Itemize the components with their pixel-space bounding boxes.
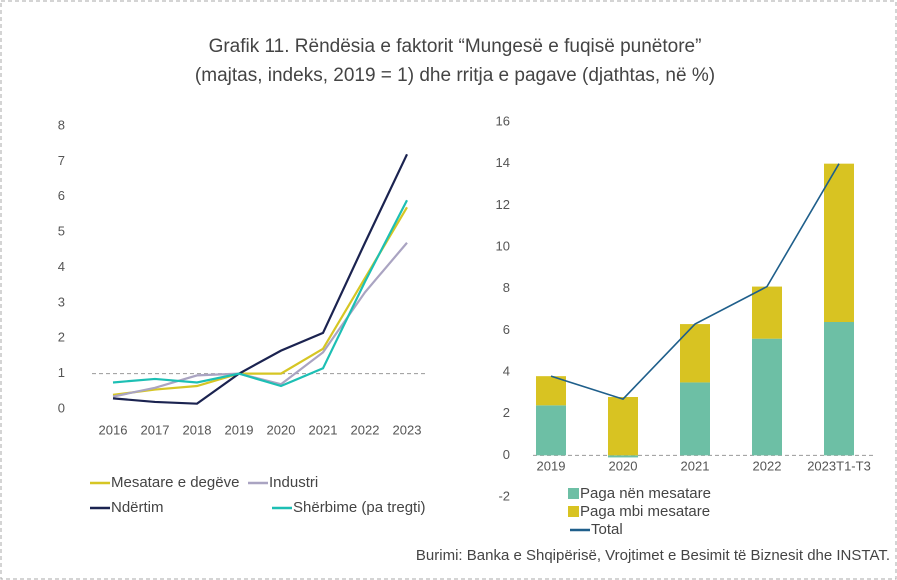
x-tick-label: 2020 (267, 422, 296, 437)
y-tick-label: -2 (498, 488, 510, 503)
legend-label: Total (591, 521, 623, 538)
source: Burimi: Banka e Shqipërisë, Vrojtimet e … (416, 547, 890, 564)
y-tick-label: 8 (58, 117, 65, 132)
line (550, 163, 840, 400)
x-tick-label: 2018 (183, 422, 212, 437)
legend-label: Paga nën mesatare (580, 485, 711, 502)
y-tick-label: 2 (503, 405, 510, 420)
legend-label: Paga mbi mesatare (580, 503, 710, 520)
y-tick-label: 7 (58, 153, 65, 168)
legend-swatch (568, 488, 579, 499)
x-tick-label: 2020 (609, 458, 638, 473)
y-tick-label: 4 (58, 259, 65, 274)
bar (536, 405, 566, 456)
legend-label: Shërbime (pa tregti) (293, 499, 426, 516)
x-tick-label: 2022 (351, 422, 380, 437)
y-tick-label: 10 (496, 238, 510, 253)
line (112, 206, 408, 396)
line (112, 199, 408, 388)
y-tick-label: 2 (58, 330, 65, 345)
bar (752, 286, 782, 339)
y-tick-label: 8 (503, 280, 510, 295)
y-tick-label: 0 (58, 400, 65, 415)
legend-label: Ndërtim (111, 499, 164, 516)
x-tick-label: 2023 (393, 422, 422, 437)
y-tick-label: 5 (58, 224, 65, 239)
x-tick-label: 2017 (141, 422, 170, 437)
y-tick-label: 6 (58, 188, 65, 203)
x-tick-label: 2019 (225, 422, 254, 437)
bar (680, 324, 710, 383)
x-tick-label: 2023T1-T3 (807, 458, 871, 473)
x-tick-label: 2021 (681, 458, 710, 473)
bar (536, 376, 566, 406)
bar (608, 455, 638, 458)
bar (680, 382, 710, 456)
y-tick-label: 1 (58, 365, 65, 380)
y-tick-label: 4 (503, 363, 510, 378)
bar (824, 322, 854, 456)
y-tick-label: 6 (503, 322, 510, 337)
legend-swatch (568, 506, 579, 517)
legend-label: Industri (269, 474, 318, 491)
y-tick-label: 3 (58, 294, 65, 309)
chart-subtitle: (majtas, indeks, 2019 = 1) dhe rritja e … (195, 65, 715, 86)
y-tick-label: 14 (496, 155, 510, 170)
x-tick-label: 2019 (537, 458, 566, 473)
x-tick-label: 2016 (99, 422, 128, 437)
x-tick-label: 2022 (753, 458, 782, 473)
y-tick-label: 12 (496, 197, 510, 212)
bar (608, 397, 638, 456)
line (112, 153, 408, 405)
legend-label: Mesatare e degëve (111, 474, 239, 491)
y-tick-label: 0 (503, 447, 510, 462)
y-tick-label: 16 (496, 113, 510, 128)
x-tick-label: 2021 (309, 422, 338, 437)
chart-title: Grafik 11. Rëndësia e faktorit “Mungesë … (209, 36, 702, 57)
bar (752, 338, 782, 456)
bar (824, 163, 854, 322)
